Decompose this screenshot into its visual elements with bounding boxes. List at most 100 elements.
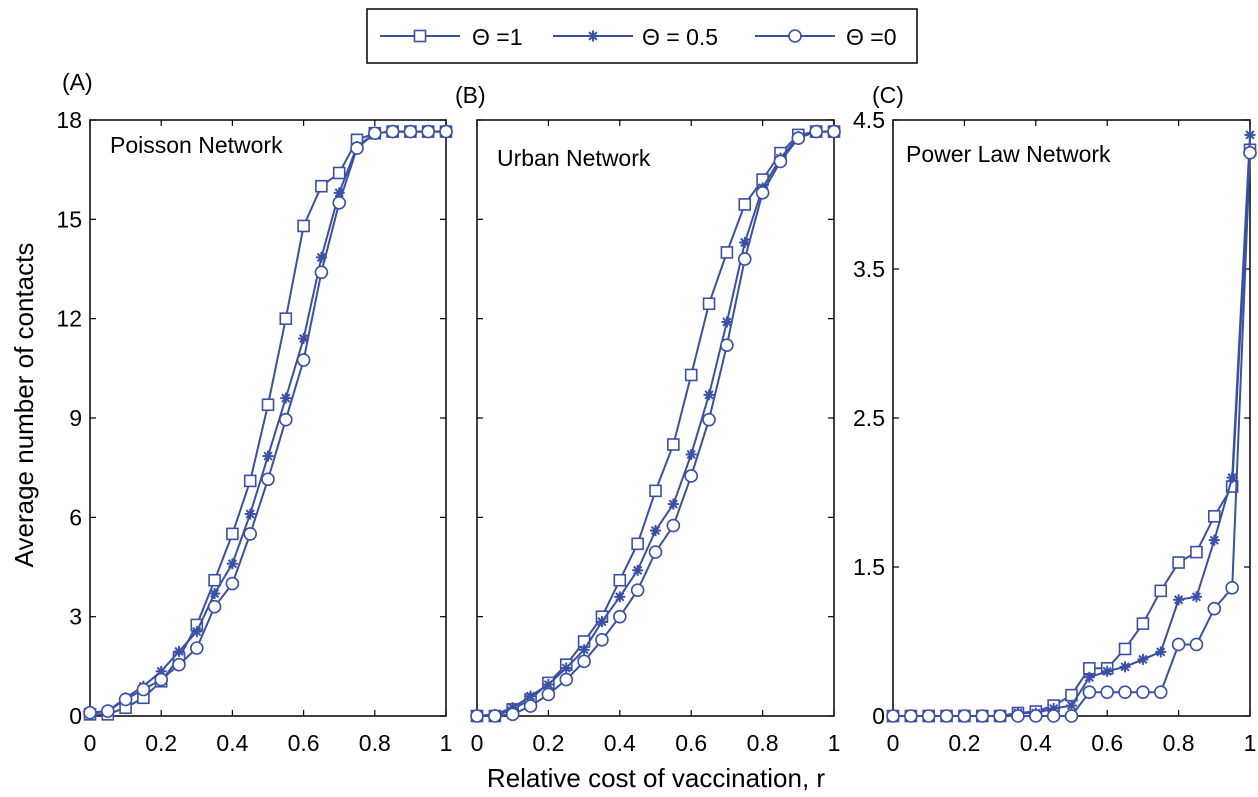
y-tick-label: 3.5 <box>853 256 885 282</box>
legend-marker-star <box>587 30 599 42</box>
x-tick-label: 0.8 <box>1163 730 1195 756</box>
legend-label-2: Θ =0 <box>846 24 897 50</box>
panel-label: (B) <box>455 82 486 108</box>
data-point <box>957 709 972 723</box>
data-point <box>721 316 733 328</box>
data-point <box>209 587 221 599</box>
data-point <box>505 707 520 722</box>
data-point <box>1118 685 1132 699</box>
data-point <box>791 131 806 146</box>
data-point <box>1029 709 1043 723</box>
plot-frame <box>89 119 447 717</box>
legend-entry-1: Θ = 0.5 <box>553 24 718 50</box>
x-tick-label: 1 <box>828 730 841 756</box>
series-star <box>84 126 452 719</box>
data-point <box>667 498 679 510</box>
x-tick-label: 1 <box>440 730 453 756</box>
data-point <box>314 265 329 280</box>
data-point <box>1189 637 1204 652</box>
data-point <box>1173 594 1185 606</box>
data-point <box>737 252 752 266</box>
data-point <box>685 448 697 460</box>
data-point <box>118 692 133 707</box>
legend-marker-circle <box>788 29 802 43</box>
data-point <box>421 124 436 139</box>
y-axis-label: Average number of contacts <box>9 243 39 568</box>
data-point <box>975 709 990 723</box>
data-point <box>101 704 115 718</box>
data-point <box>403 124 418 139</box>
data-point <box>226 527 239 541</box>
x-tick-label: 0 <box>887 730 900 756</box>
series-star <box>471 126 840 722</box>
data-point <box>578 644 590 656</box>
x-tick-label: 0.2 <box>532 730 564 756</box>
data-point <box>1172 556 1185 569</box>
legend-marker-star <box>587 30 599 42</box>
data-point <box>1082 685 1097 699</box>
data-point <box>738 198 752 211</box>
data-point <box>559 672 574 687</box>
data-point <box>541 687 556 702</box>
series-line <box>476 130 834 717</box>
plot-frame <box>476 119 835 717</box>
series-line <box>893 149 1251 717</box>
panel-power-law: (C) Power Law Network 0 0.2 0.4 0.6 0.8 1 0 1.5… <box>853 82 1257 756</box>
x-tick-label: 0.4 <box>1020 730 1052 756</box>
series-circle <box>83 124 453 720</box>
data-point <box>612 609 627 624</box>
y-tick-label: 3 <box>69 604 82 630</box>
data-point <box>243 527 257 541</box>
series-line <box>893 134 1251 717</box>
data-point <box>1100 685 1114 699</box>
legend-label-1: Θ = 0.5 <box>642 24 718 50</box>
data-point <box>613 573 627 587</box>
data-point <box>350 141 364 155</box>
y-tick-label: 9 <box>69 405 82 431</box>
x-tick-label: 0 <box>471 730 484 756</box>
data-point <box>1137 653 1149 665</box>
data-point <box>614 591 626 603</box>
data-point <box>1190 545 1203 559</box>
data-point <box>993 709 1007 723</box>
data-point <box>225 576 240 591</box>
series-square <box>83 125 453 721</box>
data-point <box>173 645 185 657</box>
series-star <box>887 129 1256 722</box>
data-point <box>666 518 681 533</box>
data-point <box>136 682 151 697</box>
data-point <box>755 186 770 200</box>
panel-title: Poisson Network <box>110 132 283 158</box>
data-point <box>1136 685 1150 699</box>
series-line <box>89 130 446 714</box>
data-point <box>244 508 256 520</box>
legend-entry-0: Θ =1 <box>380 24 523 50</box>
data-point <box>1190 591 1202 603</box>
data-point <box>207 599 222 614</box>
data-point <box>262 450 274 462</box>
data-point <box>523 699 538 713</box>
legend-marker-square <box>413 29 427 43</box>
data-point <box>1155 646 1167 658</box>
data-point <box>577 654 591 669</box>
data-point <box>720 338 734 352</box>
data-point <box>1119 661 1131 673</box>
plot-frame <box>892 119 1251 717</box>
data-point <box>332 166 346 180</box>
data-point <box>261 398 275 412</box>
legend-marker-circle <box>788 29 802 43</box>
y-tick-label: 15 <box>56 206 82 232</box>
data-point <box>172 657 186 672</box>
data-point <box>470 709 484 723</box>
x-tick-label: 0.2 <box>948 730 980 756</box>
x-tick-label: 0.4 <box>216 730 248 756</box>
data-point <box>560 662 572 674</box>
data-point <box>1208 510 1221 523</box>
data-point <box>83 705 97 720</box>
series-line <box>477 130 834 717</box>
x-tick-label: 1 <box>1244 730 1257 756</box>
data-point <box>1208 534 1220 546</box>
data-point <box>702 412 716 427</box>
data-point <box>261 472 275 487</box>
